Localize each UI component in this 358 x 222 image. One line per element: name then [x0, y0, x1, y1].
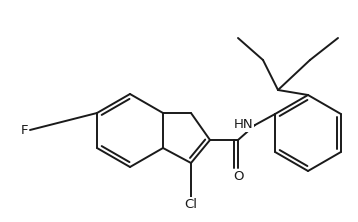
Text: F: F: [20, 123, 28, 137]
Text: O: O: [233, 170, 243, 182]
Text: HN: HN: [233, 119, 253, 131]
Text: Cl: Cl: [184, 198, 198, 210]
